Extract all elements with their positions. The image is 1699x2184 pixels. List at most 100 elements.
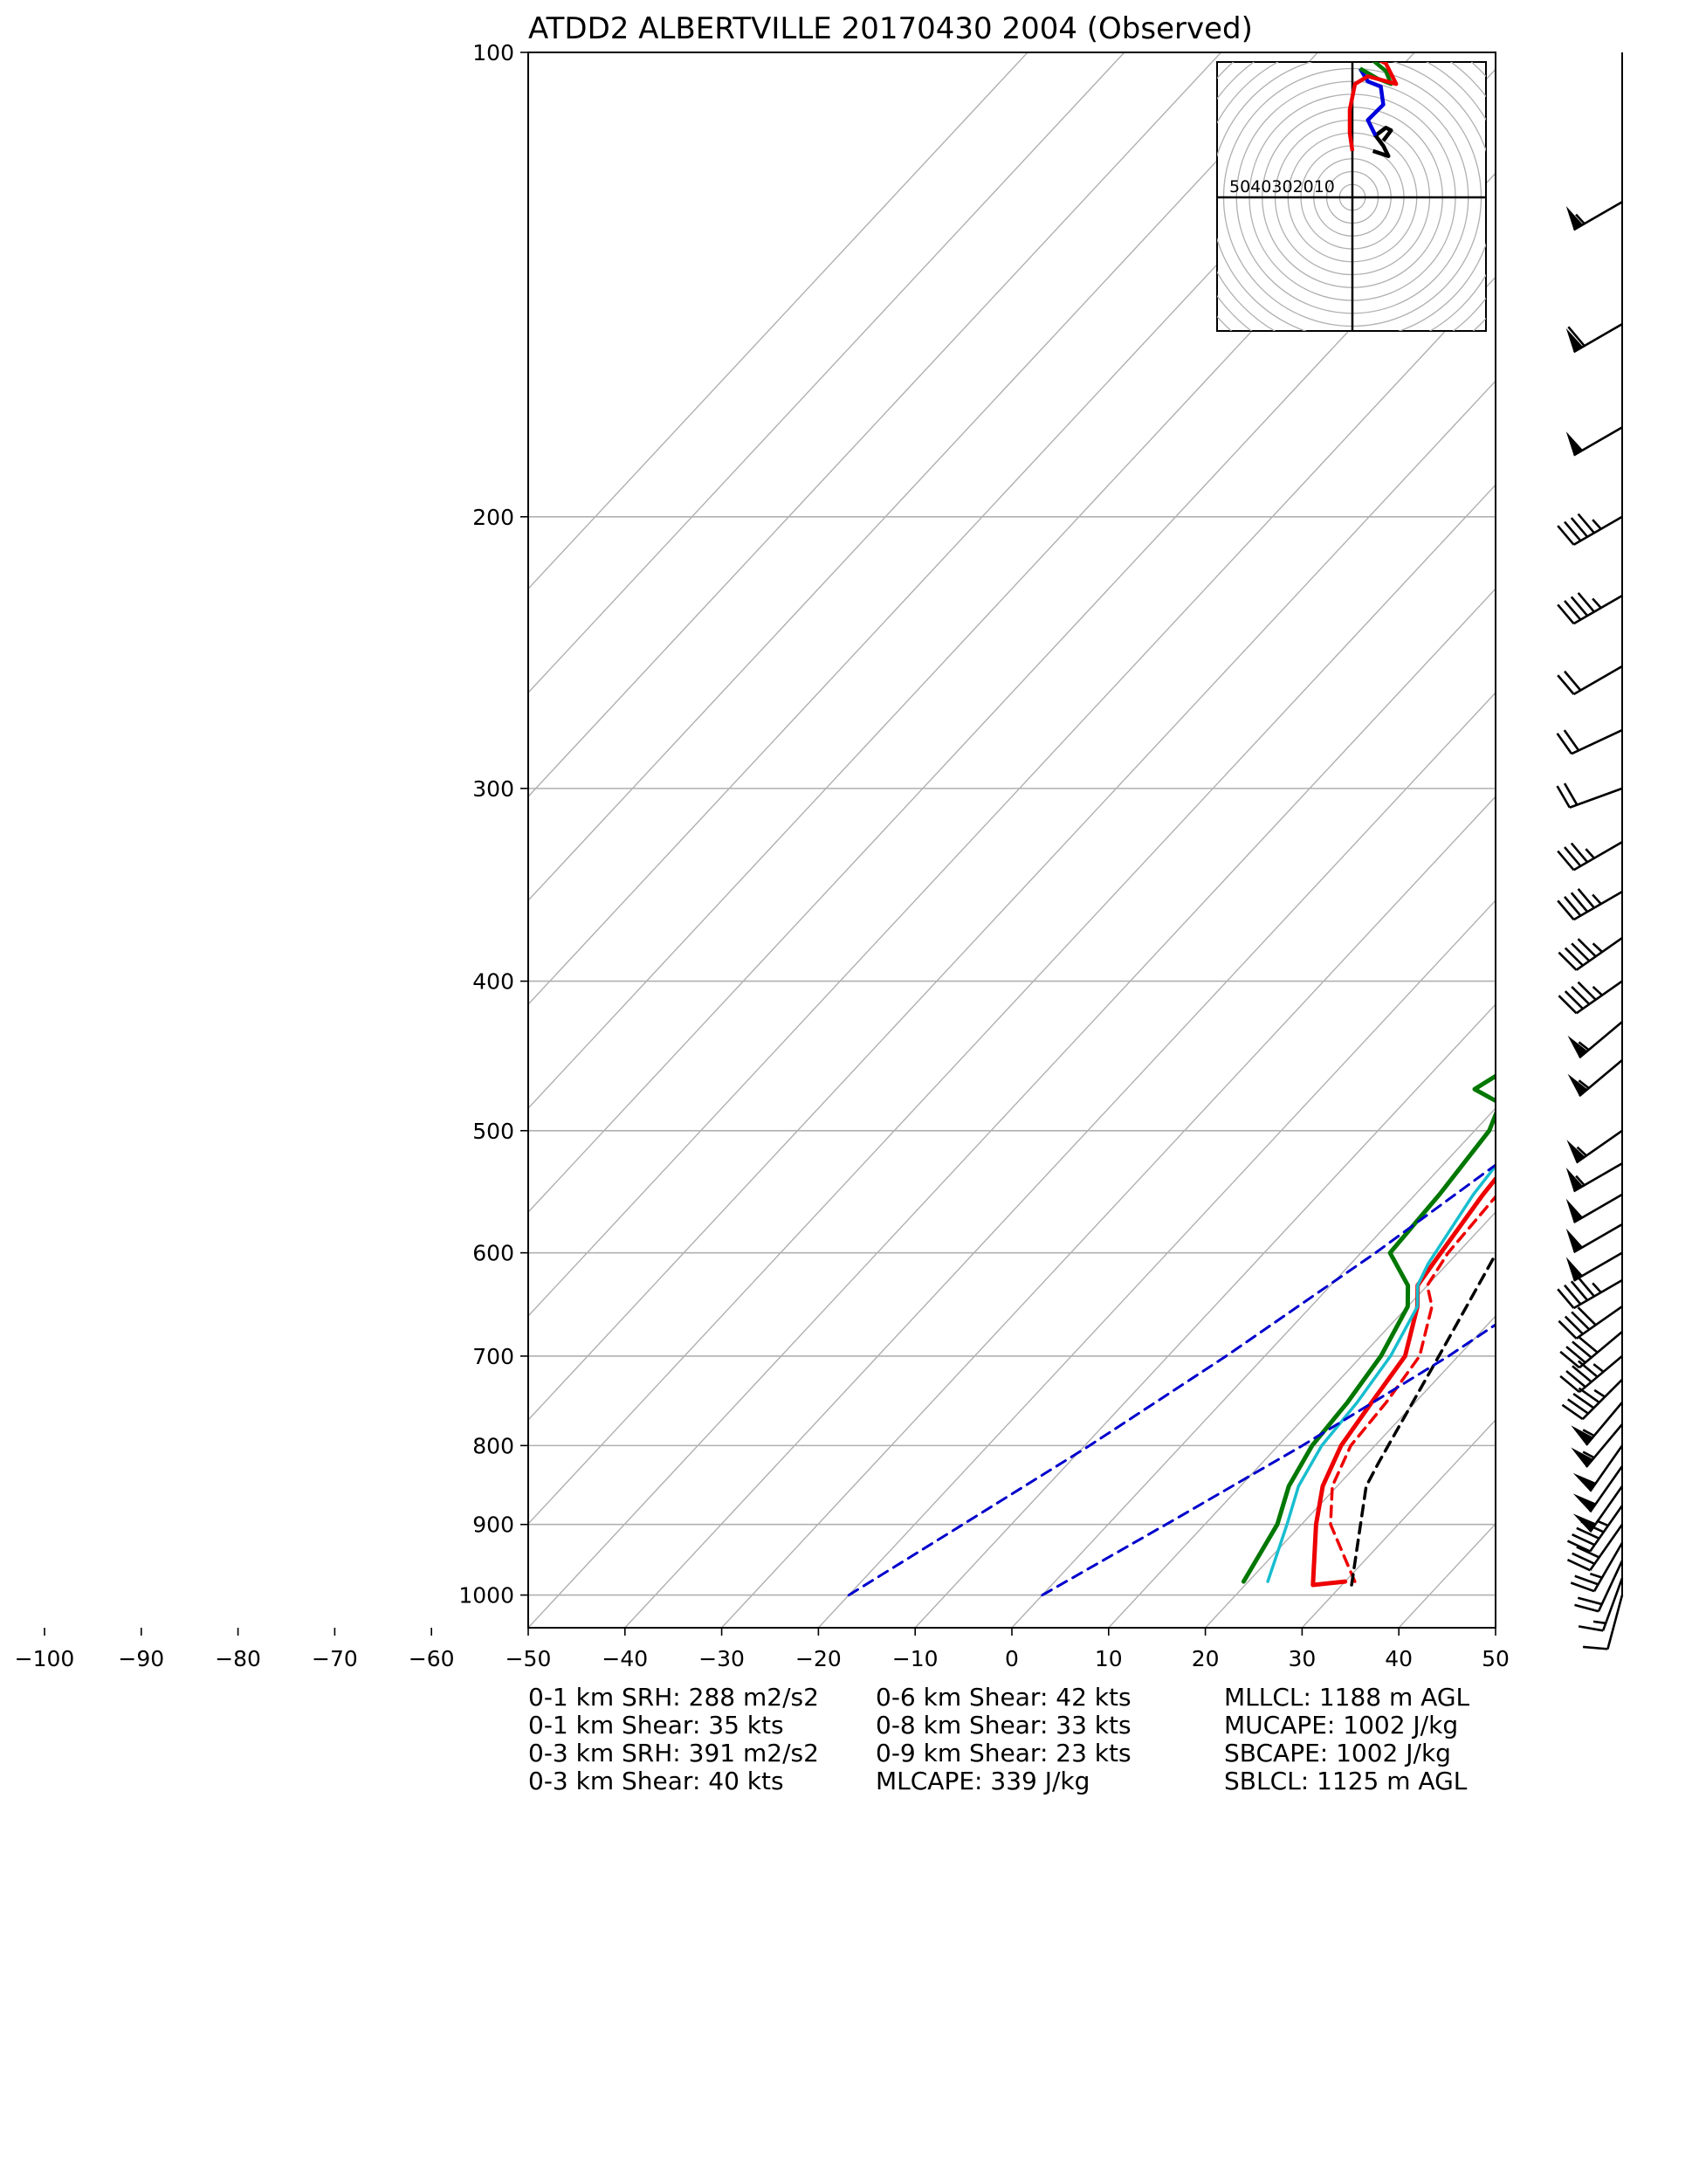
wind-barb — [1571, 1402, 1623, 1446]
isotherm-line — [528, 588, 1496, 1628]
wind-barb — [1557, 513, 1623, 546]
isotherm-line — [1108, 1211, 1496, 1628]
x-tick-label: 40 — [1385, 1646, 1413, 1671]
x-tick-label: −20 — [795, 1646, 842, 1671]
x-tick-label: 50 — [1482, 1646, 1510, 1671]
stat-srh-0-3km: 0-3 km SRH: 391 m2/s2 — [528, 1739, 819, 1767]
y-tick-label: 200 — [472, 505, 514, 530]
isotherm-line — [817, 899, 1496, 1628]
wind-barb — [1557, 1276, 1623, 1310]
hodograph-plot — [1217, 62, 1486, 331]
wind-barb — [1565, 322, 1623, 354]
wind-barb — [1578, 1577, 1624, 1632]
x-tick-label: −80 — [215, 1646, 261, 1671]
isotherm-line — [528, 52, 1222, 798]
y-tick-label: 400 — [472, 969, 514, 995]
wind-barb — [1559, 1354, 1623, 1394]
sounding-traces — [847, 1073, 1496, 1597]
stat-shear-0-8km: 0-8 km Shear: 33 kts — [876, 1711, 1132, 1740]
isotherm-line — [1205, 1315, 1496, 1628]
x-axis: −100 −90 −80 −70 −60 −50 −40 −30 −20 −10 0 10 20 30 40… — [15, 1628, 1510, 1671]
isotherm-line — [1011, 1107, 1496, 1628]
wind-barb — [1558, 1306, 1623, 1340]
stats-column-3: MLLCL: 1188 m AGL MUCAPE: 1002 J/kg SBCA… — [1224, 1684, 1591, 1795]
wind-barb — [1557, 665, 1623, 696]
x-tick-label: 20 — [1192, 1646, 1220, 1671]
wind-barb — [1567, 1021, 1623, 1059]
y-tick-label: 700 — [472, 1344, 514, 1369]
x-tick-label: −90 — [118, 1646, 164, 1671]
stats-column-1: 0-1 km SRH: 288 m2/s2 0-1 km Shear: 35 k… — [528, 1684, 895, 1795]
stat-mlcape: MLCAPE: 339 J/kg — [876, 1767, 1090, 1795]
x-tick-label: 30 — [1288, 1646, 1316, 1671]
stat-srh-0-1km: 0-1 km SRH: 288 m2/s2 — [528, 1683, 819, 1712]
x-tick-label: −100 — [15, 1646, 75, 1671]
wind-barb — [1557, 841, 1623, 872]
isotherm-line — [1592, 52, 1699, 1628]
hodograph-trace — [1347, 62, 1399, 152]
chart-title: ATDD2 ALBERTVILLE 20170430 2004 (Observe… — [528, 11, 1253, 46]
wet-bulb-trace — [1266, 1163, 1496, 1583]
wind-barb — [1565, 201, 1623, 231]
x-tick-label: −60 — [409, 1646, 455, 1671]
x-tick-label: 0 — [1005, 1646, 1019, 1671]
stat-shear-0-1km: 0-1 km Shear: 35 kts — [528, 1711, 784, 1740]
isotherm-line — [528, 484, 1496, 1526]
y-tick-label: 900 — [472, 1512, 514, 1538]
x-tick-label: 10 — [1095, 1646, 1123, 1671]
stats-column-2: 0-6 km Shear: 42 kts 0-8 km Shear: 33 kt… — [876, 1684, 1242, 1795]
wind-barb — [1565, 1251, 1623, 1282]
y-axis: 100 200 300 400 500 600 700 800 900 1000 — [458, 40, 528, 1609]
wind-barb — [1559, 1331, 1623, 1369]
wind-barb — [1574, 1560, 1624, 1613]
y-tick-label: 100 — [472, 40, 514, 65]
dewpoint-trace — [1241, 1073, 1496, 1584]
isotherm-line — [528, 52, 1415, 1006]
wind-barb — [1565, 426, 1623, 457]
wind-barb — [1565, 1223, 1623, 1254]
stat-shear-0-6km: 0-6 km Shear: 42 kts — [876, 1683, 1132, 1712]
isotherm-line — [528, 380, 1496, 1422]
stat-shear-0-9km: 0-9 km Shear: 23 kts — [876, 1739, 1132, 1767]
wind-barb — [1565, 1162, 1623, 1193]
x-tick-label: −30 — [698, 1646, 745, 1671]
wind-barb — [1557, 592, 1623, 625]
wind-barb — [1556, 728, 1623, 755]
hodograph-ring-labels: 5040302010 — [1229, 177, 1335, 196]
wind-barb — [1582, 1595, 1624, 1650]
isotherm-line — [528, 52, 1125, 694]
temperature-trace — [1310, 1175, 1496, 1588]
wind-barbs — [1556, 52, 1624, 1650]
hodograph-trace — [1358, 67, 1386, 137]
wind-barb — [1556, 782, 1623, 809]
wind-barb — [1572, 1485, 1624, 1533]
wind-barb — [1572, 1465, 1624, 1513]
wind-barb — [1566, 1505, 1624, 1553]
moist-adiabat-trace — [1041, 1323, 1496, 1597]
stat-mllcl: MLLCL: 1188 m AGL — [1224, 1683, 1470, 1712]
y-tick-label: 600 — [472, 1241, 514, 1266]
wind-barb — [1570, 1542, 1624, 1593]
wind-barb — [1566, 1129, 1623, 1164]
stat-sblcl: SBLCL: 1125 m AGL — [1224, 1767, 1468, 1795]
y-tick-label: 1000 — [458, 1583, 514, 1609]
isotherm-line — [624, 692, 1496, 1628]
isotherm-line — [528, 52, 1318, 902]
y-tick-label: 500 — [472, 1119, 514, 1144]
x-tick-label: −10 — [892, 1646, 939, 1671]
isotherm-line — [914, 1003, 1496, 1628]
wind-barb — [1571, 1423, 1623, 1468]
virtual-temperature-trace — [1329, 1194, 1496, 1583]
isotherm-line — [528, 52, 1028, 590]
hodograph: 5040302010 — [1216, 61, 1487, 332]
isotherm-line — [721, 796, 1496, 1628]
stat-sbcape: SBCAPE: 1002 J/kg — [1224, 1739, 1451, 1767]
x-tick-label: −70 — [312, 1646, 358, 1671]
moist-adiabat-trace — [847, 1163, 1496, 1597]
wind-barb — [1566, 1523, 1624, 1572]
stat-mucape: MUCAPE: 1002 J/kg — [1224, 1711, 1459, 1740]
wind-barb — [1557, 888, 1623, 921]
y-tick-label: 800 — [472, 1433, 514, 1458]
stat-shear-0-3km: 0-3 km Shear: 40 kts — [528, 1767, 784, 1795]
